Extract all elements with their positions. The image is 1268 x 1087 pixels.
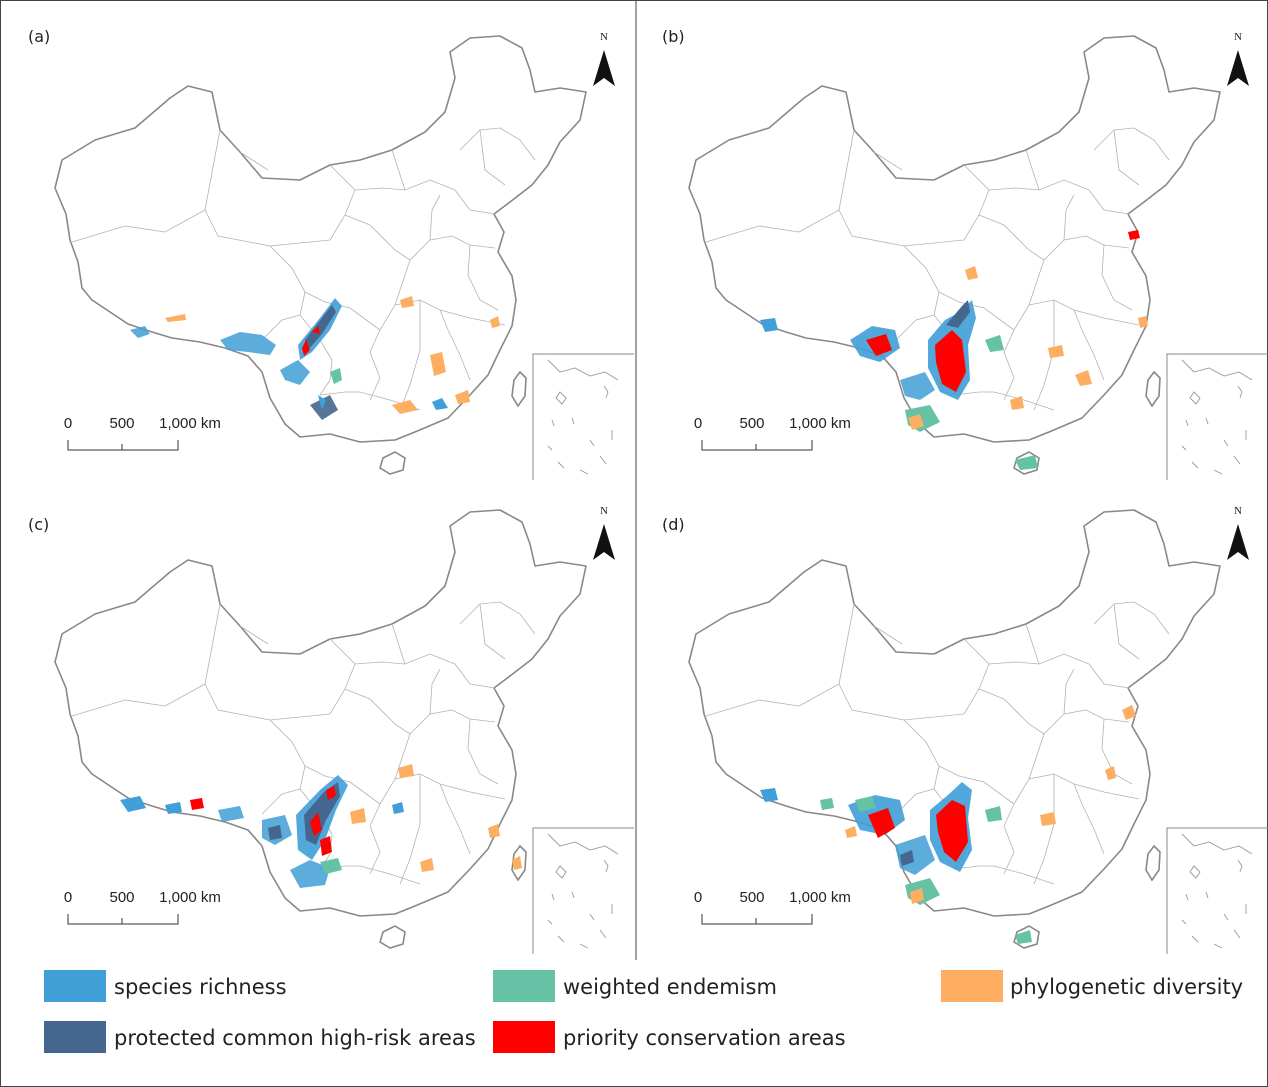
scale-label-500: 500 (739, 415, 764, 432)
map-overlay (130, 296, 500, 420)
scale-label-0: 0 (64, 889, 72, 906)
legend: species richness weighted endemism phylo… (44, 970, 1243, 1053)
panel-d: (d) 0 500 1,000 km (662, 504, 1268, 954)
legend-swatch-priority-conservation (493, 1021, 555, 1053)
map-overlay (760, 705, 1136, 944)
legend-swatch-protected-common-high-risk (44, 1021, 106, 1053)
scale-label-0: 0 (64, 415, 72, 432)
legend-label-phylogenetic-diversity: phylogenetic diversity (1010, 975, 1243, 999)
panel-label: (b) (662, 27, 685, 46)
scale-label-1000: 1,000 km (789, 889, 851, 906)
scale-label-0: 0 (694, 415, 702, 432)
scale-label-1000: 1,000 km (789, 415, 851, 432)
scale-label-500: 500 (109, 415, 134, 432)
panel-label: (d) (662, 515, 685, 534)
legend-label-weighted-endemism: weighted endemism (563, 975, 777, 999)
panel-a: (a) 0 500 1,000 km (28, 27, 634, 480)
legend-label-protected-common-high-risk: protected common high-risk areas (114, 1026, 476, 1050)
scale-label-0: 0 (694, 889, 702, 906)
scale-label-500: 500 (739, 889, 764, 906)
map-overlay (760, 230, 1148, 470)
legend-swatch-species-richness (44, 970, 106, 1002)
panel-label: (c) (28, 515, 49, 534)
panel-b: (b) 0 500 1,000 km (662, 27, 1268, 480)
map-overlay (120, 764, 522, 888)
legend-swatch-weighted-endemism (493, 970, 555, 1002)
panel-label: (a) (28, 27, 50, 46)
legend-label-priority-conservation: priority conservation areas (563, 1026, 846, 1050)
scale-label-1000: 1,000 km (159, 415, 221, 432)
scale-label-1000: 1,000 km (159, 889, 221, 906)
legend-label-species-richness: species richness (114, 975, 287, 999)
legend-swatch-phylogenetic-diversity (941, 970, 1003, 1002)
panel-c: (c) 0 500 1,000 km (28, 504, 634, 954)
scale-label-500: 500 (109, 889, 134, 906)
